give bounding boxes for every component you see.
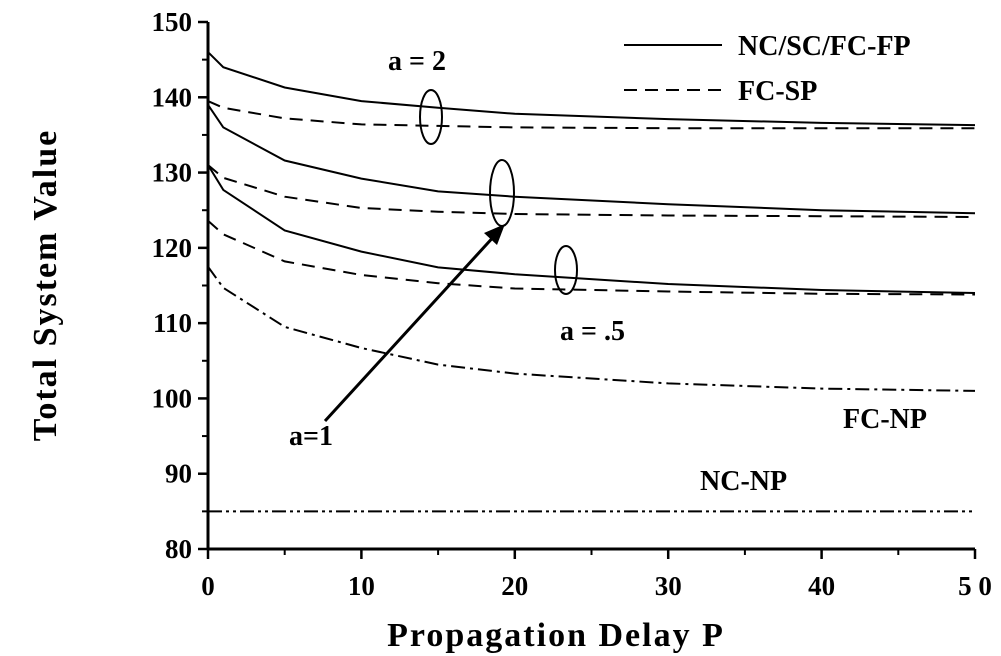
series-line-6 [207, 266, 976, 392]
fc-np-label: FC-NP [843, 404, 927, 435]
annotations: a = 2 a=1 a = .5 FC-NP NC-NP [289, 46, 927, 497]
nc-np-label: NC-NP [700, 466, 787, 497]
a05-label: a = .5 [560, 316, 625, 347]
x-tick-label: 10 [348, 571, 375, 601]
series-line-1 [207, 100, 975, 130]
x-tick-label: 5 0 [958, 571, 992, 601]
y-tick-label: 140 [152, 82, 193, 112]
series-layer [207, 51, 976, 513]
a1-arrow-head [484, 224, 505, 245]
y-tick-label: 120 [152, 233, 193, 263]
y-axis-title: Total System Value [27, 129, 64, 441]
y-tick-label: 100 [152, 383, 193, 413]
y-tick-label: 90 [165, 459, 192, 489]
y-tick-label: 110 [153, 308, 192, 338]
legend-label-solid: NC/SC/FC-FP [738, 31, 911, 62]
y-tick-label: 130 [152, 158, 193, 188]
a2-group-ellipse [419, 89, 443, 145]
x-axis-title: Propagation Delay P [387, 617, 725, 654]
legend-label-dashed: FC-SP [738, 76, 817, 107]
series-line-2 [207, 104, 976, 215]
x-tick-label: 40 [808, 571, 835, 601]
a2-label: a = 2 [388, 46, 446, 77]
series-line-5 [207, 220, 976, 296]
series-line-4 [207, 164, 976, 294]
legend: NC/SC/FC-FP FC-SP [624, 31, 911, 107]
y-tick-label: 150 [152, 7, 193, 37]
x-tick-label: 30 [655, 571, 682, 601]
a05-group-ellipse [554, 245, 578, 295]
a1-label: a=1 [289, 421, 333, 452]
a1-group-ellipse [489, 159, 515, 227]
x-tick-label: 20 [501, 571, 528, 601]
x-tick-label: 0 [201, 571, 215, 601]
series-line-0 [207, 51, 976, 127]
axes-layer [206, 22, 975, 551]
a1-arrow-line [323, 231, 499, 423]
series-line-3 [207, 164, 976, 218]
y-tick-label: 80 [165, 534, 192, 564]
